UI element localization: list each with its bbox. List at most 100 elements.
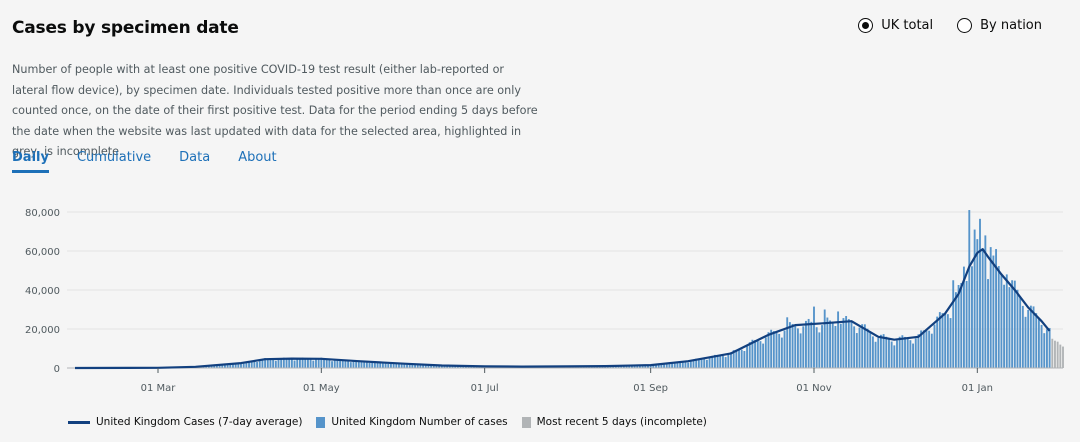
x-tick-label: 01 Jul [471,383,499,394]
case-bar [813,306,815,368]
case-bar [360,360,363,368]
tab-cumulative[interactable]: Cumulative [76,150,152,165]
case-bar [941,313,944,368]
case-bar [435,365,438,368]
case-bar [722,355,724,368]
case-bar [639,364,641,368]
case-bar [355,360,358,368]
case-bar [280,358,283,368]
legend-item-cases[interactable]: United Kingdom Number of cases [316,416,508,428]
case-bar [676,361,679,368]
case-bar [968,210,971,368]
case-bar [925,329,928,368]
case-bar [914,338,917,368]
case-bar [309,359,312,368]
case-bar [681,361,684,368]
case-bar [783,330,786,368]
case-bar [997,266,1000,368]
case-bar [847,319,850,368]
case-bar [962,266,965,368]
case-bar [888,338,890,368]
radio-selected-icon[interactable] [858,18,874,33]
radio-uk-total[interactable]: UK total [858,18,933,33]
legend-item-average[interactable]: United Kingdom Cases (7-day average) [68,416,302,428]
case-bar [719,355,722,368]
case-bar [652,364,655,368]
tab-about[interactable]: About [238,150,277,165]
case-bar [331,361,333,368]
case-bar [237,364,240,368]
case-bar [438,365,441,368]
case-bar [288,358,291,368]
case-bar [906,338,909,368]
case-bar [727,354,730,368]
case-bar [398,363,400,368]
case-bar [655,364,657,368]
chart-legend: United Kingdom Cases (7-day average) Uni… [68,416,707,428]
case-bar [762,343,765,368]
case-bar [788,322,791,368]
case-bar [663,363,665,368]
case-bar [248,361,250,368]
case-bar [890,341,893,368]
case-bar [427,364,430,368]
case-bar [240,363,242,368]
radio-unselected-icon[interactable] [957,18,973,33]
legend-item-incomplete[interactable]: Most recent 5 days (incomplete) [521,416,707,428]
case-bar [352,361,355,368]
case-bar [724,357,727,368]
case-bar [363,361,366,368]
case-bar [341,359,344,368]
case-bar [746,346,748,368]
tab-data[interactable]: Data [179,150,211,165]
case-bar [665,363,668,368]
case-bar [879,334,882,368]
case-bar [831,322,834,368]
case-bar [920,330,923,368]
case-bar [392,362,395,368]
case-bar [896,340,898,368]
case-bar [1040,324,1043,368]
case-bar [242,362,245,368]
case-bar [946,314,949,368]
case-bar [628,365,631,368]
case-bar [232,363,234,368]
y-tick-label: 80,000 [25,208,60,219]
case-bar [794,325,797,368]
case-bar [772,331,775,368]
case-bar [325,359,328,368]
tab-daily[interactable]: Daily [12,150,49,173]
case-bar [320,357,323,368]
case-bar [992,255,995,368]
case-bar [898,336,901,368]
case-bar [649,365,652,368]
case-bar [861,324,864,368]
legend-cases-label: United Kingdom Number of cases [331,416,508,428]
radio-by-nation-label: By nation [980,18,1042,33]
case-bar [357,360,360,368]
case-bar [387,363,390,368]
case-bar [633,365,636,368]
case-bar [245,361,248,368]
case-bar [708,357,711,368]
case-bar [440,365,443,368]
case-bar [815,327,818,368]
case-bar [692,359,695,368]
case-bar [226,363,229,368]
radio-by-nation[interactable]: By nation [957,18,1042,33]
case-bar [732,350,735,368]
case-bar [625,365,628,368]
case-bar [973,229,976,368]
case-bar [981,249,984,368]
case-bar [802,326,805,368]
case-bar [411,363,414,368]
case-bar [315,359,317,368]
case-bar [855,333,858,368]
case-bar [264,358,267,368]
legend-average-label: United Kingdom Cases (7-day average) [96,416,303,428]
case-bar [976,239,979,368]
case-bar [705,359,708,368]
case-bar [904,336,906,368]
case-bar [930,333,933,368]
radio-uk-total-label: UK total [881,18,934,33]
